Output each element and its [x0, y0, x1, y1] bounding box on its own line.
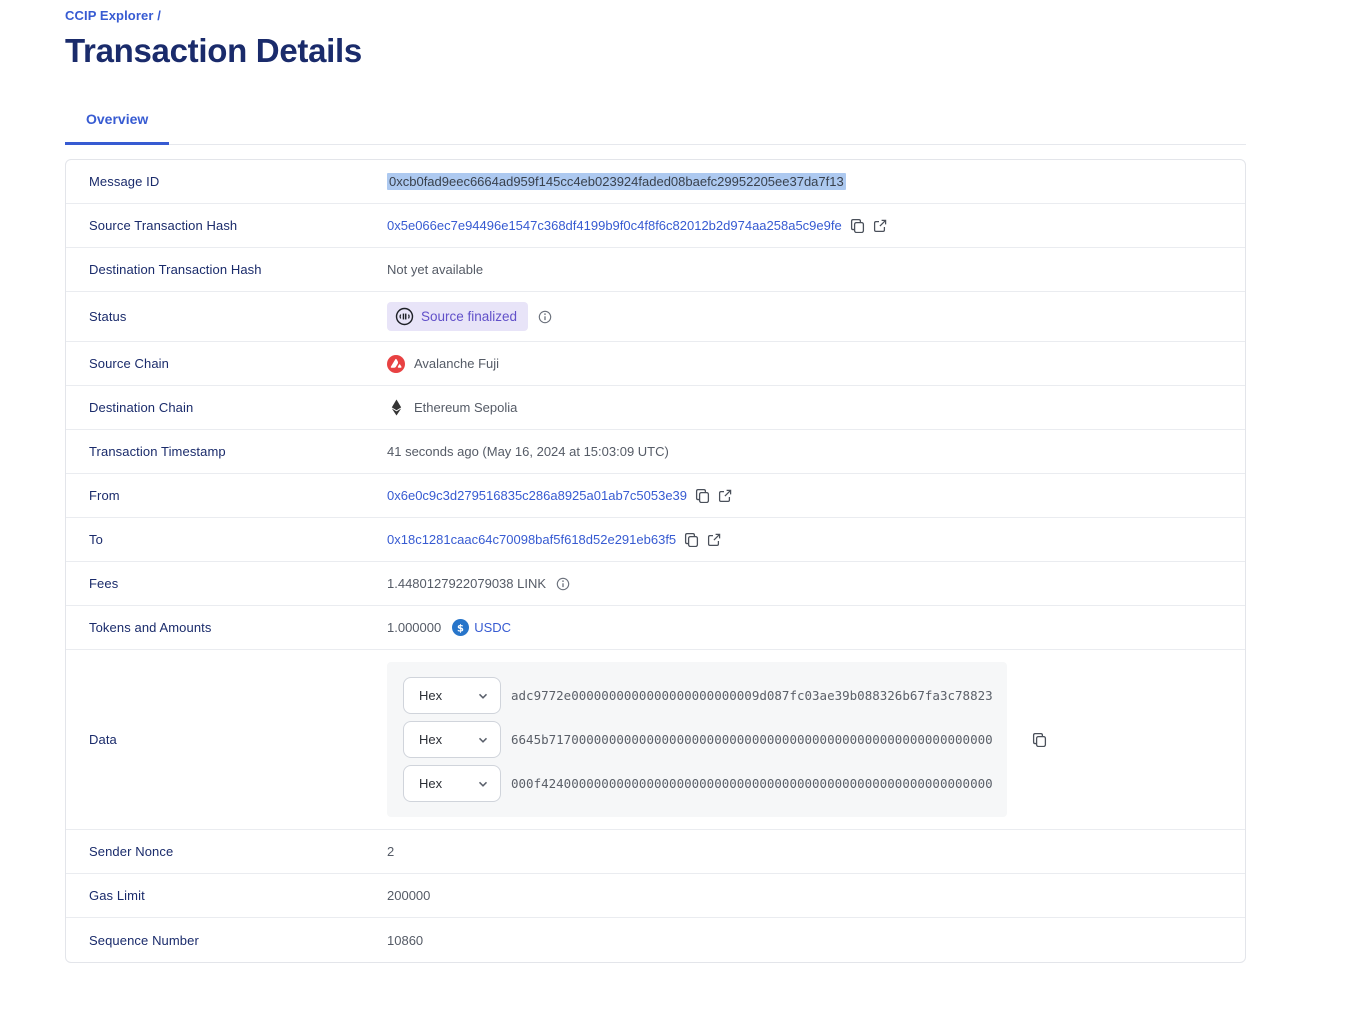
tokens-amounts-label: Tokens and Amounts — [89, 620, 212, 635]
dest-tx-hash-label: Destination Transaction Hash — [89, 262, 262, 277]
fees-info-icon[interactable] — [556, 577, 570, 591]
to-address-link[interactable]: 0x18c1281caac64c70098baf5f618d52e291eb63… — [387, 532, 677, 547]
breadcrumb-separator: / — [157, 8, 161, 23]
source-chain-label: Source Chain — [89, 356, 169, 371]
chevron-down-icon — [477, 690, 489, 702]
token-amount-value: 1.000000 — [387, 620, 442, 635]
fees-value: 1.4480127922079038 LINK — [387, 576, 547, 591]
dest-tx-hash-value: Not yet available — [387, 262, 484, 277]
row-dest-chain: Destination Chain Ethereum Sepolia — [66, 386, 1245, 430]
from-address-link[interactable]: 0x6e0c9c3d279516835c286a8925a01ab7c5053e… — [387, 488, 688, 503]
timestamp-label: Transaction Timestamp — [89, 444, 226, 459]
status-badge: Source finalized — [387, 302, 529, 331]
sequence-number-label: Sequence Number — [89, 932, 199, 948]
data-format-select[interactable]: Hex — [403, 765, 501, 802]
tab-bar: Overview — [65, 101, 1246, 145]
page-content: CCIP Explorer / Transaction Details Over… — [65, 8, 1246, 963]
data-hex-line: adc9772e0000000000000000000000009d087fc0… — [511, 688, 993, 703]
data-format-value: Hex — [419, 688, 443, 703]
dest-chain-label: Destination Chain — [89, 400, 194, 415]
chevron-down-icon — [477, 778, 489, 790]
external-link-icon[interactable] — [707, 533, 721, 547]
data-format-select[interactable]: Hex — [403, 721, 501, 758]
breadcrumb-ccip-explorer-link[interactable]: CCIP Explorer — [65, 8, 154, 23]
data-format-value: Hex — [419, 732, 443, 747]
gas-limit-label: Gas Limit — [89, 888, 145, 903]
row-gas-limit: Gas Limit 200000 — [66, 874, 1245, 918]
row-to: To 0x18c1281caac64c70098baf5f618d52e291e… — [66, 518, 1245, 562]
copy-icon[interactable] — [850, 218, 865, 233]
copy-icon[interactable] — [1032, 732, 1047, 747]
data-label: Data — [89, 732, 117, 747]
tab-overview[interactable]: Overview — [65, 101, 170, 145]
gas-limit-value: 200000 — [387, 888, 431, 903]
source-tx-hash-link[interactable]: 0x5e066ec7e94496e1547c368df4199b9f0c4f8f… — [387, 218, 842, 233]
row-dest-tx-hash: Destination Transaction Hash Not yet ava… — [66, 248, 1245, 292]
data-format-select[interactable]: Hex — [403, 677, 501, 714]
chevron-down-icon — [477, 734, 489, 746]
dest-chain-value: Ethereum Sepolia — [414, 400, 518, 415]
row-status: Status Source finalized — [66, 292, 1245, 342]
breadcrumb: CCIP Explorer / — [65, 8, 1246, 23]
row-source-tx-hash: Source Transaction Hash 0x5e066ec7e94496… — [66, 204, 1245, 248]
row-fees: Fees 1.4480127922079038 LINK — [66, 562, 1245, 606]
status-badge-text: Source finalized — [421, 309, 518, 324]
row-message-id: Message ID 0xcb0fad9eec6664ad959f145cc4e… — [66, 160, 1245, 204]
from-label: From — [89, 488, 120, 503]
external-link-icon[interactable] — [718, 489, 732, 503]
row-tokens-amounts: Tokens and Amounts 1.000000 $ USDC — [66, 606, 1245, 650]
row-source-chain: Source Chain Avalanche Fuji — [66, 342, 1245, 386]
timestamp-value: 41 seconds ago (May 16, 2024 at 15:03:09… — [387, 444, 669, 459]
avalanche-icon — [387, 354, 405, 373]
transaction-details-table: Message ID 0xcb0fad9eec6664ad959f145cc4e… — [65, 159, 1246, 963]
data-hex-panel: Hex adc9772e0000000000000000000000009d08… — [387, 662, 1007, 817]
row-sequence-number: Sequence Number 10860 — [66, 918, 1245, 962]
page-title: Transaction Details — [65, 32, 362, 69]
data-hex-line: 000f424000000000000000000000000000000000… — [511, 776, 993, 791]
to-label: To — [89, 532, 103, 547]
copy-icon[interactable] — [684, 532, 699, 547]
svg-text:$: $ — [457, 623, 464, 634]
fees-label: Fees — [89, 576, 119, 591]
data-format-value: Hex — [419, 776, 443, 791]
ethereum-icon — [387, 399, 405, 416]
message-id-label: Message ID — [89, 174, 160, 189]
source-finalized-icon — [395, 307, 414, 326]
row-data: Data Hex adc9772e00000000000000000000000… — [66, 650, 1245, 830]
token-symbol-link[interactable]: USDC — [474, 620, 512, 635]
message-id-value: 0xcb0fad9eec6664ad959f145cc4eb023924fade… — [387, 173, 846, 190]
sender-nonce-label: Sender Nonce — [89, 844, 174, 859]
row-sender-nonce: Sender Nonce 2 — [66, 830, 1245, 874]
data-hex-line: 6645b71700000000000000000000000000000000… — [511, 732, 993, 747]
row-from: From 0x6e0c9c3d279516835c286a8925a01ab7c… — [66, 474, 1245, 518]
data-line: Hex 6645b7170000000000000000000000000000… — [403, 721, 993, 758]
source-tx-hash-label: Source Transaction Hash — [89, 218, 238, 233]
status-label: Status — [89, 309, 127, 324]
source-chain-value: Avalanche Fuji — [414, 356, 500, 371]
row-timestamp: Transaction Timestamp 41 seconds ago (Ma… — [66, 430, 1245, 474]
sequence-number-value: 10860 — [387, 932, 424, 948]
copy-icon[interactable] — [695, 488, 710, 503]
data-line: Hex 000f42400000000000000000000000000000… — [403, 765, 993, 802]
external-link-icon[interactable] — [873, 219, 887, 233]
usdc-icon: $ — [452, 619, 470, 636]
sender-nonce-value: 2 — [387, 844, 395, 859]
data-line: Hex adc9772e0000000000000000000000009d08… — [403, 677, 993, 714]
status-info-icon[interactable] — [538, 310, 552, 324]
